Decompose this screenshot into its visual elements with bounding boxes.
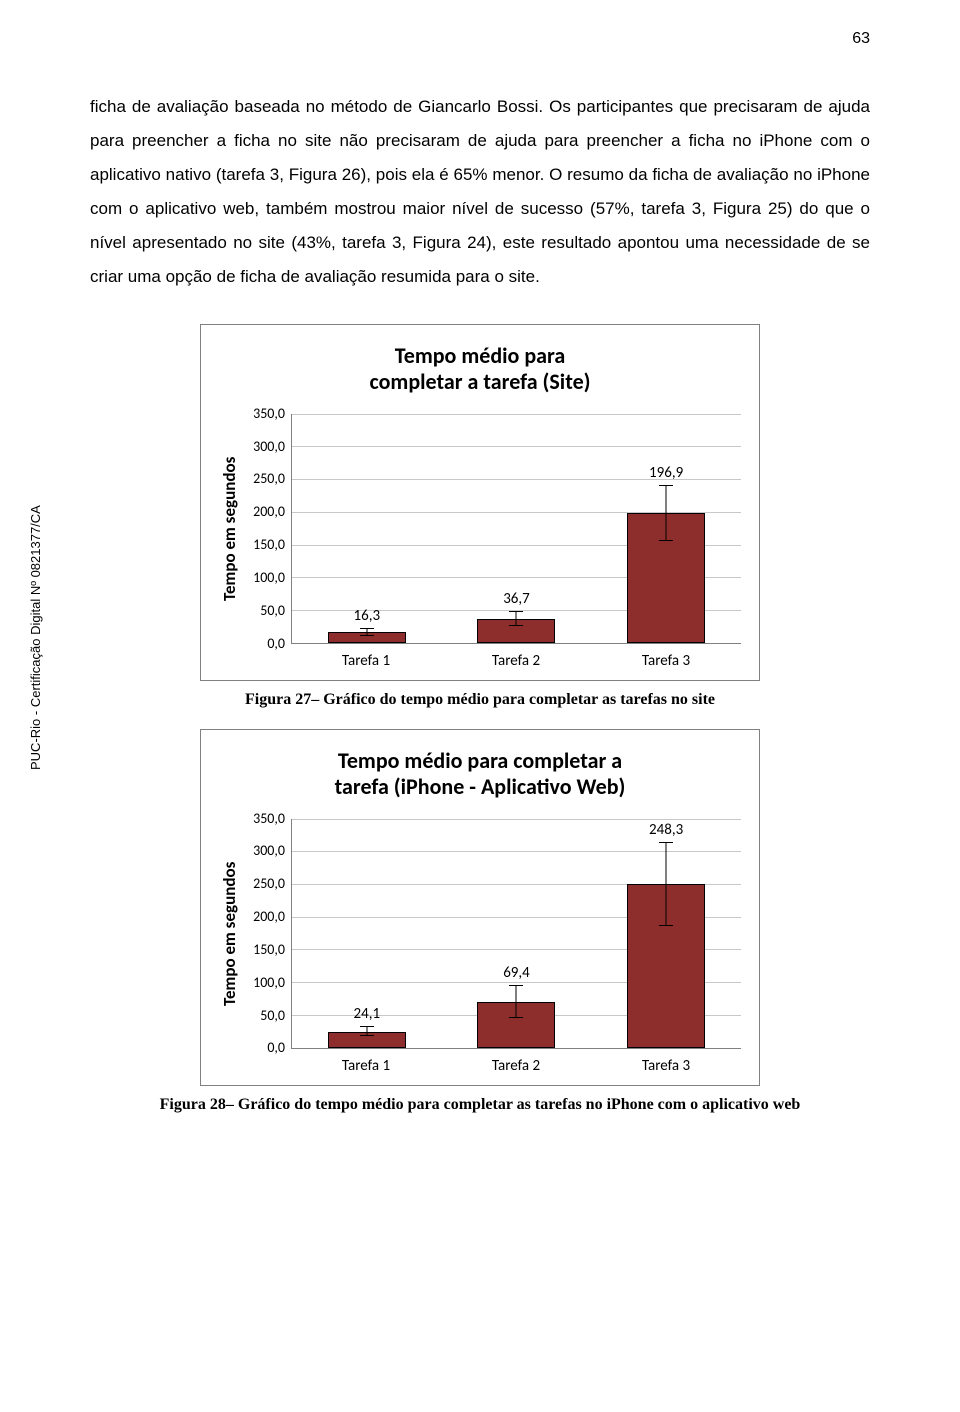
x-tick: Tarefa 3 [591,652,741,670]
error-bar [516,612,517,626]
bar-slot: 16,3 [292,414,442,643]
chart-title: Tempo médio para completar atarefa (iPho… [219,748,741,801]
chart-site: Tempo médio paracompletar a tarefa (Site… [200,324,760,681]
value-label: 36,7 [503,590,530,608]
plot-area: 24,1 69,4 248,3 [291,819,741,1049]
error-bar [666,486,667,541]
error-cap [360,1026,374,1027]
caption-figure-27: Figura 27– Gráfico do tempo médio para c… [245,691,715,709]
side-certification: PUC-Rio - Certificação Digital Nº 082137… [28,505,43,770]
page-number: 63 [852,30,870,48]
value-label: 196,9 [649,464,683,482]
error-bar [516,986,517,1018]
bars-group: 24,1 69,4 248,3 [292,819,741,1048]
error-cap [659,925,673,926]
x-tick: Tarefa 1 [291,652,441,670]
y-axis-ticks: 350,0300,0250,0200,0150,0100,050,00,0 [245,819,291,1049]
bars-group: 16,3 36,7 196,9 [292,414,741,643]
chart-iphone-web: Tempo médio para completar atarefa (iPho… [200,729,760,1086]
bar-slot: 248,3 [591,819,741,1048]
x-tick: Tarefa 1 [291,1057,441,1075]
x-tick: Tarefa 2 [441,1057,591,1075]
error-cap [659,540,673,541]
caption-figure-28: Figura 28– Gráfico do tempo médio para c… [160,1096,801,1114]
error-cap [509,1017,523,1018]
error-cap [360,628,374,629]
x-tick: Tarefa 3 [591,1057,741,1075]
body-paragraph: ficha de avaliação baseada no método de … [90,90,870,294]
value-label: 248,3 [649,821,683,839]
y-axis-label: Tempo em segundos [219,414,241,644]
x-axis-ticks: Tarefa 1Tarefa 2Tarefa 3 [291,652,741,670]
y-axis-label: Tempo em segundos [219,819,241,1049]
bar-slot: 196,9 [591,414,741,643]
error-cap [659,842,673,843]
value-label: 69,4 [503,964,530,982]
error-bar [666,843,667,926]
x-tick: Tarefa 2 [441,652,591,670]
plot-area: 16,3 36,7 196,9 [291,414,741,644]
x-axis-ticks: Tarefa 1Tarefa 2Tarefa 3 [291,1057,741,1075]
value-label: 24,1 [354,1005,381,1023]
chart-title: Tempo médio paracompletar a tarefa (Site… [219,343,741,396]
error-cap [509,625,523,626]
error-cap [360,635,374,636]
value-label: 16,3 [354,607,381,625]
bar-slot: 69,4 [442,819,592,1048]
error-cap [509,985,523,986]
bar-slot: 36,7 [442,414,592,643]
bar-slot: 24,1 [292,819,442,1048]
error-cap [509,611,523,612]
y-axis-ticks: 350,0300,0250,0200,0150,0100,050,00,0 [245,414,291,644]
error-cap [659,485,673,486]
error-cap [360,1035,374,1036]
